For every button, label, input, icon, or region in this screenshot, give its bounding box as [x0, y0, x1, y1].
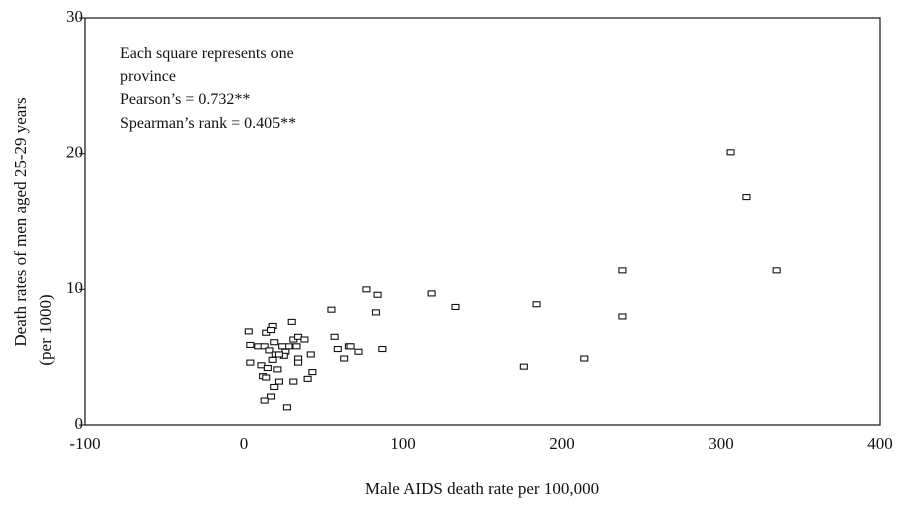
point	[303, 375, 312, 382]
point	[373, 291, 382, 298]
point	[260, 343, 269, 350]
point	[519, 363, 528, 370]
y-tick-label: 10	[66, 278, 83, 297]
point	[378, 345, 387, 353]
annotation-text: Each square represents one	[120, 45, 294, 62]
y-tick-label: 30	[66, 7, 83, 26]
point	[327, 306, 336, 313]
annotation-text: Pearson’s = 0.732**	[120, 91, 250, 108]
point	[287, 318, 296, 325]
point	[618, 267, 627, 274]
plot-frame	[84, 17, 881, 426]
point	[306, 351, 315, 358]
point	[726, 149, 735, 156]
point	[246, 341, 255, 349]
point	[244, 328, 253, 335]
point	[289, 378, 298, 385]
point	[278, 343, 287, 350]
point	[451, 303, 460, 311]
point	[270, 383, 279, 391]
point	[362, 286, 371, 293]
y-tick-label: 20	[66, 143, 83, 162]
point	[580, 355, 589, 362]
y-axis-label: Death rates of men aged 25-29 years	[11, 97, 30, 346]
point	[263, 364, 272, 372]
y-axis-label: (per 1000)	[36, 294, 55, 365]
point	[292, 343, 301, 350]
x-tick-label: 200	[549, 434, 575, 453]
annotation-text: Spearman’s rank = 0.405**	[120, 115, 296, 132]
y-tick-label: 0	[75, 414, 84, 433]
point	[371, 309, 381, 316]
point	[346, 343, 355, 350]
x-axis-label: Male AIDS death rate per 100,000	[365, 479, 599, 498]
point	[274, 378, 284, 385]
point	[742, 194, 751, 201]
point	[262, 374, 271, 381]
point	[300, 336, 309, 343]
x-tick-label: -100	[69, 434, 100, 453]
point	[273, 366, 282, 373]
annotation: Each square represents one province Pear…	[120, 45, 296, 132]
x-tick-label: 100	[390, 434, 416, 453]
annotation-text: province	[120, 68, 176, 85]
point	[618, 313, 627, 320]
point	[268, 356, 277, 363]
point	[260, 397, 269, 404]
point	[270, 339, 279, 346]
x-tick-label: 300	[708, 434, 734, 453]
point	[266, 326, 276, 334]
point	[308, 369, 317, 376]
x-tick-label: 0	[240, 434, 249, 453]
point	[282, 404, 291, 411]
point	[340, 355, 349, 362]
point	[772, 267, 781, 274]
point	[354, 348, 363, 355]
point	[294, 359, 303, 366]
point	[266, 393, 276, 400]
x-tick-label: 400	[867, 434, 893, 453]
point	[532, 301, 541, 308]
point	[246, 359, 255, 366]
point	[330, 333, 339, 340]
point	[274, 351, 284, 358]
point	[333, 345, 342, 353]
point	[427, 290, 436, 297]
point	[265, 347, 274, 354]
